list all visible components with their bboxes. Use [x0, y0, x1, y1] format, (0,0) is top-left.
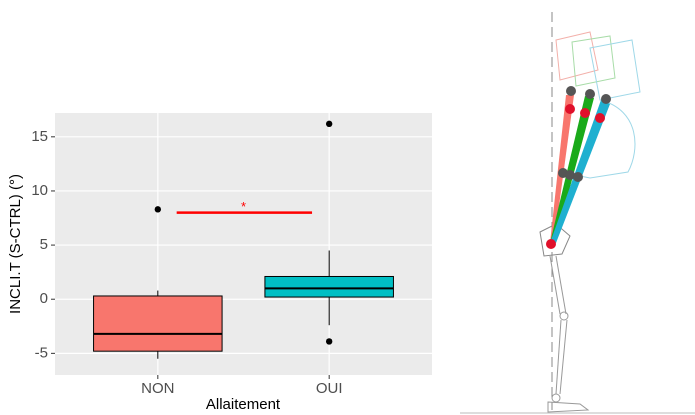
x-axis-title: Allaitement: [206, 396, 281, 413]
knee: [560, 312, 568, 320]
foot: [548, 402, 588, 412]
body-diagram: [460, 12, 695, 413]
y-tick-label: 0: [40, 290, 48, 307]
outlier: [326, 121, 332, 127]
y-tick-label: 10: [31, 182, 48, 199]
figure: * Allaitement INCLI.T (S-CTRL) (°) -5 0 5 1…: [0, 0, 695, 415]
ankle: [552, 394, 560, 402]
box: [265, 276, 394, 297]
outlier: [326, 338, 332, 344]
x-tick-label: NON: [141, 380, 174, 397]
y-tick-label: 5: [40, 236, 48, 253]
shank: [556, 320, 561, 394]
box: [94, 296, 223, 351]
y-axis-title: INCLI.T (S-CTRL) (°): [7, 174, 24, 314]
segment-outline: [572, 36, 615, 86]
y-tick-label: -5: [35, 344, 48, 361]
shank: [560, 320, 567, 394]
x-tick-label: OUI: [316, 380, 343, 397]
plot: *: [55, 113, 432, 375]
outlier: [155, 206, 161, 212]
y-tick-label: 15: [31, 128, 48, 145]
thigh: [556, 256, 566, 314]
muscle-green: [550, 96, 594, 243]
significance-label: *: [241, 199, 246, 214]
